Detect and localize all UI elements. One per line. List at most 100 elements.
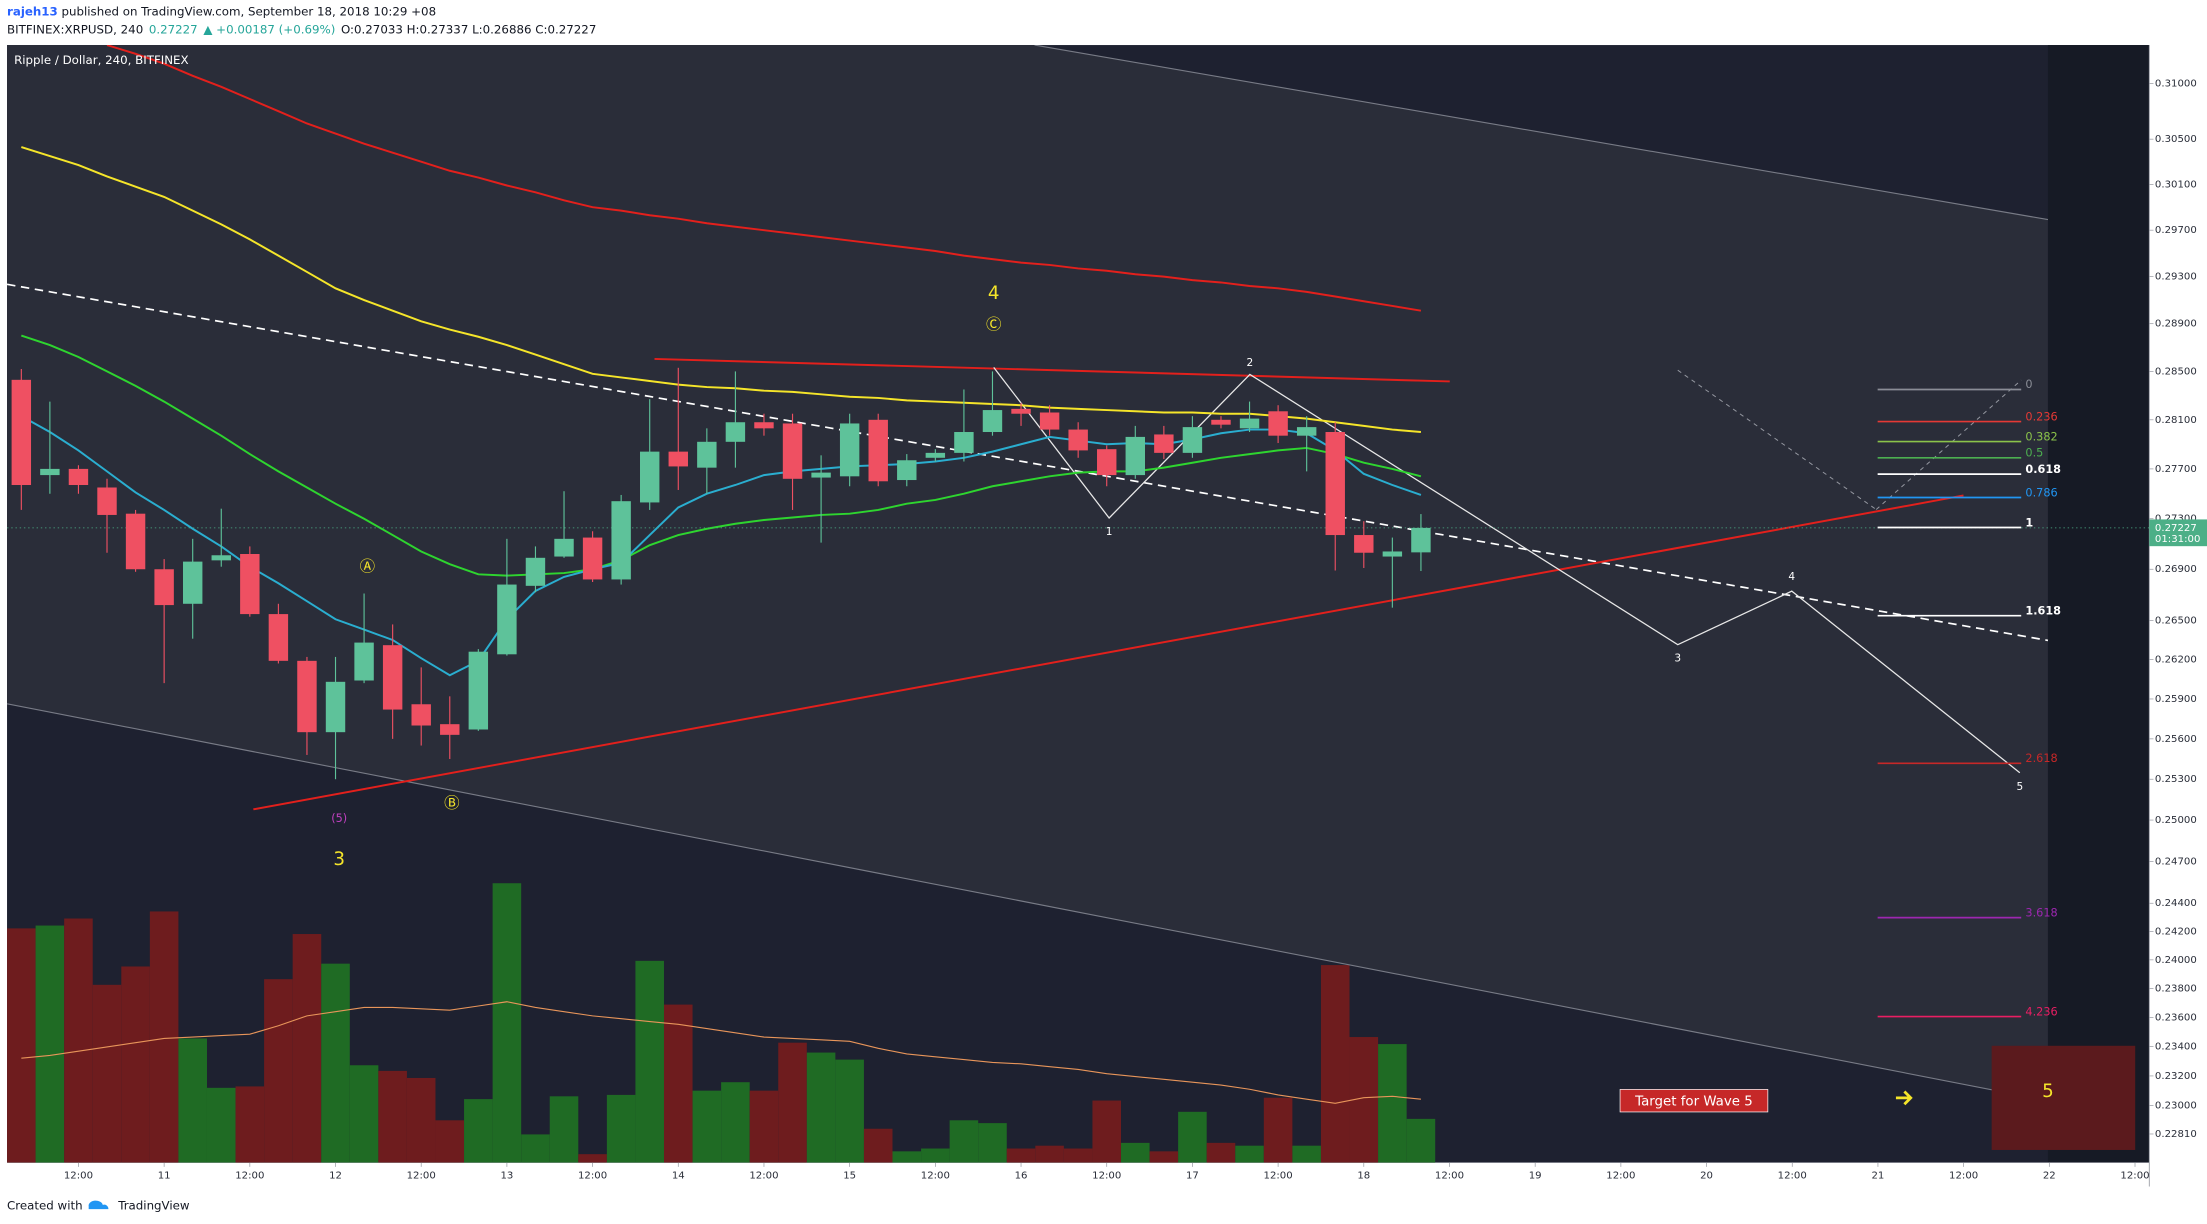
candle-body xyxy=(697,441,717,468)
ohlc: O:0.27033 H:0.27337 L:0.26886 C:0.27227 xyxy=(341,22,596,36)
volume-bar xyxy=(1292,1145,1321,1163)
candle-body xyxy=(582,537,603,580)
candle-body xyxy=(68,468,89,486)
header-line-1: rajeh13 published on TradingView.com, Se… xyxy=(7,4,436,18)
y-tick-label: 0.25000 xyxy=(2155,815,2197,826)
fib-label: 3.618 xyxy=(2025,906,2057,919)
volume-bar xyxy=(378,1070,407,1163)
candle-body xyxy=(1097,449,1117,476)
candle-body xyxy=(40,468,60,476)
trend-line xyxy=(7,703,2049,1102)
trend-line xyxy=(7,283,2049,642)
candle-body xyxy=(1154,434,1174,453)
y-tick-label: 0.24000 xyxy=(2155,955,2197,966)
wave-label: Ⓐ xyxy=(360,558,375,576)
footer-created: Created with xyxy=(7,1199,83,1213)
candle-body xyxy=(839,423,860,477)
moving-average xyxy=(21,334,1422,577)
candle-body xyxy=(954,432,974,453)
volume-bar xyxy=(606,1094,636,1163)
volume-bar xyxy=(721,1082,750,1163)
x-tick-label: 12:00 xyxy=(407,1170,436,1181)
x-tick-label: 19 xyxy=(1529,1170,1542,1181)
candle-body xyxy=(1296,427,1317,436)
candle-body xyxy=(668,451,688,467)
candle-body xyxy=(754,422,774,429)
wave-label: Ⓑ xyxy=(444,794,459,812)
volume-bar xyxy=(1206,1142,1236,1163)
wave-label: 3 xyxy=(333,849,345,870)
price-tag-label: 0.27227 xyxy=(2155,523,2197,534)
candle-body xyxy=(240,554,260,615)
price-axis-bg xyxy=(2149,45,2207,1163)
x-tick-label: 12:00 xyxy=(64,1170,93,1181)
legend: Ripple / Dollar, 240, BITFINEX xyxy=(14,53,189,67)
y-tick-label: 0.31000 xyxy=(2155,78,2197,89)
candle-body xyxy=(440,724,460,735)
volume-bar xyxy=(1406,1118,1436,1163)
candle-body xyxy=(1068,429,1088,451)
x-tick-label: 12:00 xyxy=(749,1170,778,1181)
published: published on TradingView.com, September … xyxy=(58,4,436,18)
y-tick-label: 0.30100 xyxy=(2155,179,2197,190)
x-tick-label: 11 xyxy=(158,1170,171,1181)
y-tick-label: 0.24200 xyxy=(2155,926,2197,937)
wave-label: 1 xyxy=(1106,526,1113,538)
moving-average xyxy=(21,146,1422,433)
header-line-2: BITFINEX:XRPUSD, 240 0.27227 ▲ +0.00187 (+… xyxy=(7,22,596,36)
volume-bar xyxy=(1235,1145,1264,1163)
x-tick-label: 20 xyxy=(1700,1170,1713,1181)
fib-label: 2.618 xyxy=(2025,752,2057,765)
candle-body xyxy=(725,422,746,442)
candle-body xyxy=(11,379,32,486)
wave-label: Ⓒ xyxy=(986,316,1001,334)
plot-layer: 0 0.236 0.382 0.5 0.618 0.786 1 1.618 2.618 3.618… xyxy=(7,45,2150,1163)
candle-body xyxy=(640,451,660,503)
volume-bar xyxy=(464,1099,493,1163)
y-tick-label: 0.26500 xyxy=(2155,616,2197,627)
volume-bar xyxy=(835,1059,864,1163)
wave-label: 2 xyxy=(1247,357,1254,369)
target-box xyxy=(1619,1089,1769,1113)
y-tick-label: 0.24400 xyxy=(2155,898,2197,909)
candle-body xyxy=(1382,551,1403,557)
wave-label: 4 xyxy=(988,283,1000,304)
target-label: Target for Wave 5 xyxy=(1634,1094,1753,1109)
x-tick-label: 12:00 xyxy=(2120,1170,2149,1181)
x-tick-label: 12:00 xyxy=(1092,1170,1121,1181)
trend-line xyxy=(654,357,1450,383)
volume-bar xyxy=(64,918,93,1163)
x-tick-label: 12:00 xyxy=(921,1170,950,1181)
candle-body xyxy=(1211,419,1231,425)
fib-label: 1 xyxy=(2025,516,2033,529)
y-tick-label: 0.26200 xyxy=(2155,655,2197,666)
candle-body xyxy=(468,651,489,730)
y-tick-label: 0.23400 xyxy=(2155,1042,2197,1053)
candle-body xyxy=(1354,535,1374,553)
candle-body xyxy=(611,501,631,580)
trend-line xyxy=(253,494,1964,811)
wave-label: 3 xyxy=(1674,653,1681,665)
axes: 0.31000 0.30500 0.30100 0.29700 0.29300 0.289… xyxy=(64,78,2207,1181)
trend-line xyxy=(1875,379,2022,510)
volume-bar xyxy=(349,1065,379,1163)
symbol: BITFINEX:XRPUSD, 240 xyxy=(7,22,143,36)
y-tick-label: 0.23000 xyxy=(2155,1101,2197,1112)
x-tick-label: 16 xyxy=(1015,1170,1028,1181)
volume-bar xyxy=(1149,1151,1179,1163)
volume-bar xyxy=(435,1120,465,1163)
volume-bar xyxy=(749,1090,779,1163)
x-tick-label: 13 xyxy=(500,1170,513,1181)
trend-line xyxy=(1034,45,2049,221)
candle-body xyxy=(382,645,403,710)
volume-bar xyxy=(1092,1100,1122,1163)
future-area xyxy=(2047,45,2150,1163)
y-tick-label: 0.25900 xyxy=(2155,694,2197,705)
x-tick-label: 12 xyxy=(329,1170,342,1181)
volume-bar xyxy=(1063,1148,1093,1163)
volume-bar xyxy=(892,1151,922,1163)
moving-average xyxy=(106,45,1422,312)
volume-bar xyxy=(663,1004,693,1163)
